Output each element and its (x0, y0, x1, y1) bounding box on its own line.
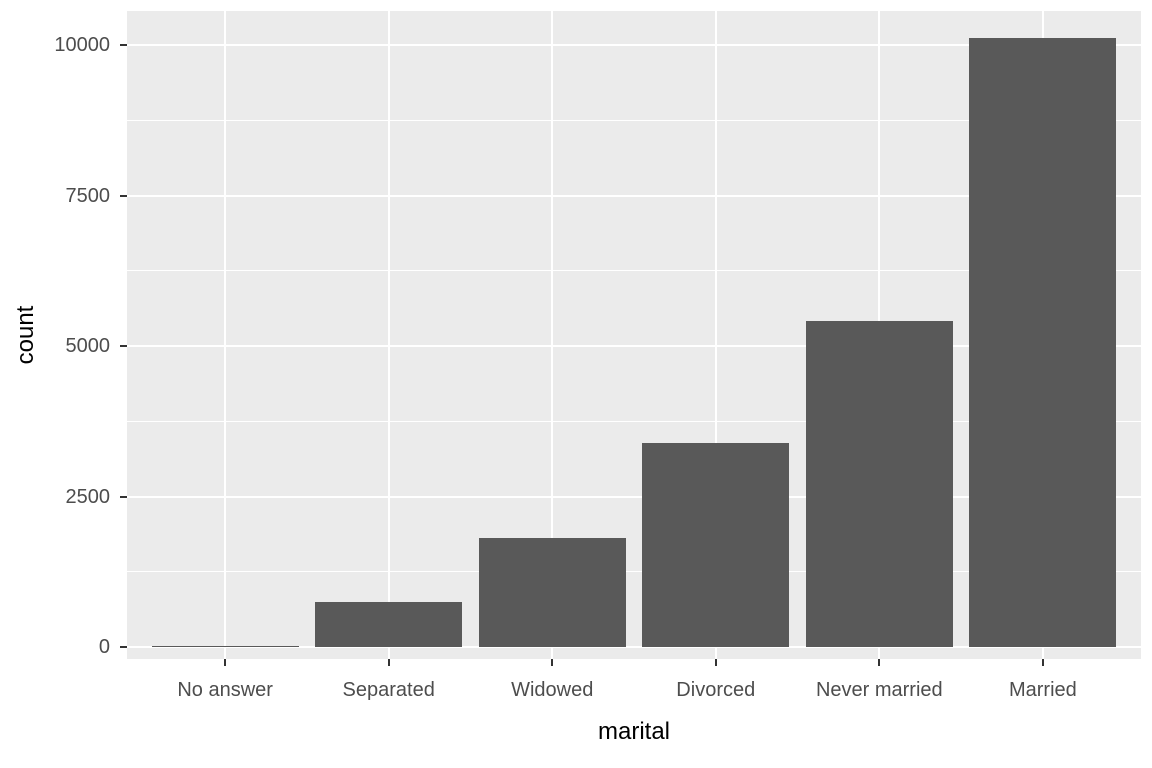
x-gridline-major (714, 11, 717, 659)
y-gridline-major (127, 44, 1141, 47)
bar (642, 443, 790, 647)
y-tick-label: 2500 (65, 485, 111, 508)
x-axis-tick-mark (224, 659, 227, 666)
y-axis-tick-mark (120, 44, 127, 47)
x-axis-tick-mark (387, 659, 390, 666)
y-axis-tick-mark (120, 495, 127, 498)
y-tick-label: 5000 (65, 335, 111, 358)
y-gridline-major (127, 495, 1141, 498)
x-axis-tick-mark (714, 659, 717, 666)
x-tick-label: No answer (177, 679, 273, 701)
x-axis-tick-mark (551, 659, 554, 666)
y-axis-tick-mark (120, 645, 127, 648)
x-axis-title: marital (597, 718, 671, 745)
x-gridline-major (551, 11, 554, 659)
bar (315, 602, 463, 647)
x-axis-tick-mark (878, 659, 881, 666)
x-tick-label: Divorced (676, 679, 756, 701)
x-gridline-major (387, 11, 390, 659)
y-gridline-minor (127, 420, 1141, 422)
x-axis-tick-mark (1041, 659, 1044, 666)
y-tick-label: 7500 (65, 184, 111, 207)
bar (151, 645, 299, 647)
y-gridline-major (127, 645, 1141, 648)
x-tick-label: Widowed (511, 679, 594, 701)
y-gridline-minor (127, 270, 1141, 272)
x-tick-label: Never married (815, 679, 943, 701)
y-tick-label: 0 (98, 635, 110, 658)
x-tick-label: Separated (342, 679, 435, 701)
y-gridline-major (127, 194, 1141, 197)
y-gridline-minor (127, 571, 1141, 573)
bar (969, 38, 1117, 647)
x-gridline-major (224, 11, 227, 659)
y-gridline-minor (127, 120, 1141, 121)
y-axis-tick-mark (120, 194, 127, 197)
x-tick-label: Married (1008, 679, 1077, 701)
y-axis-tick-mark (120, 345, 127, 348)
bar (805, 321, 953, 647)
plot-panel (127, 11, 1141, 659)
y-gridline-major (127, 345, 1141, 348)
y-tick-label: 10000 (54, 34, 110, 57)
bar (478, 538, 626, 647)
